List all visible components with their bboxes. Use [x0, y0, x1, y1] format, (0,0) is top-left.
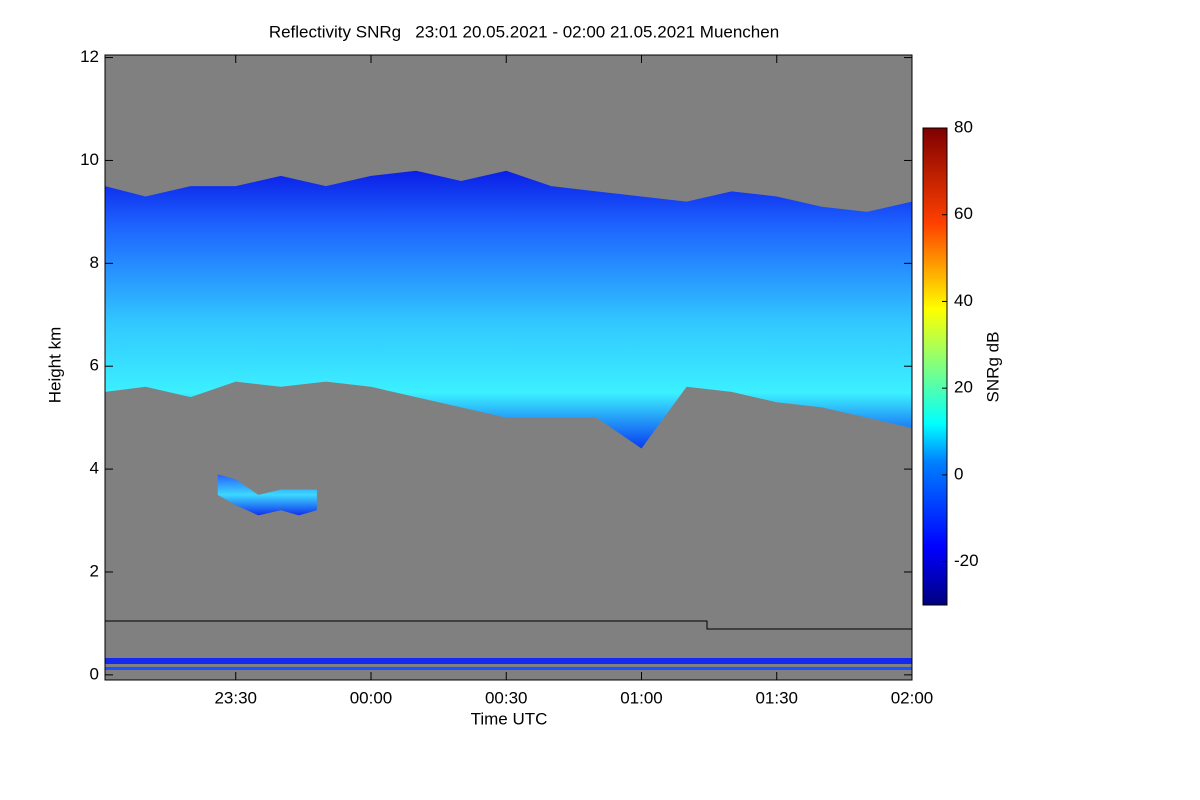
boundary-line	[105, 620, 912, 630]
x-tick-label: 02:00	[891, 688, 934, 707]
ground-clutter	[105, 658, 912, 664]
plot-frame	[104, 54, 913, 681]
x-axis-label: Time UTC	[471, 709, 548, 728]
colorbar-tick-label: 0	[954, 464, 963, 483]
colorbar-label: SNRg dB	[983, 332, 1002, 403]
y-tick-label: 0	[90, 664, 99, 683]
chart-title: Reflectivity SNRg 23:01 20.05.2021 - 02:…	[269, 22, 779, 41]
y-tick-label: 8	[90, 253, 99, 272]
y-tick-label: 6	[90, 356, 99, 375]
x-tick-label: 00:30	[485, 688, 528, 707]
echo-layer	[105, 170, 912, 449]
y-axis-label: Height km	[45, 327, 64, 404]
colorbar-tick-label: 40	[954, 291, 973, 310]
echo-layer	[217, 474, 317, 516]
y-tick-label: 4	[90, 459, 99, 478]
x-tick-label: 00:00	[350, 688, 393, 707]
colorbar	[922, 127, 948, 606]
ground-clutter	[105, 667, 912, 670]
y-tick-label: 10	[80, 150, 99, 169]
y-tick-label: 12	[80, 47, 99, 66]
colorbar-tick-label: 60	[954, 204, 973, 223]
x-tick-label: 23:30	[214, 688, 257, 707]
y-tick-label: 2	[90, 561, 99, 580]
colorbar-tick-label: 80	[954, 117, 973, 136]
x-tick-label: 01:30	[755, 688, 798, 707]
colorbar-tick-label: -20	[954, 551, 979, 570]
colorbar-tick-label: 20	[954, 378, 973, 397]
x-tick-label: 01:00	[620, 688, 663, 707]
